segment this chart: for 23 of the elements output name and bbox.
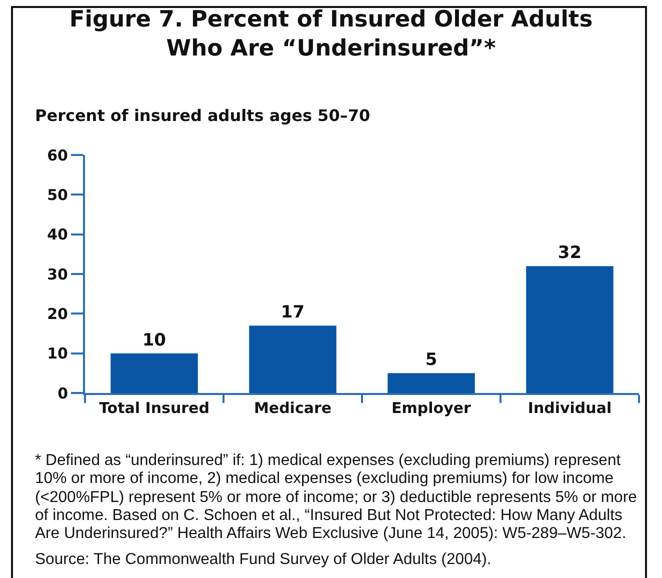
x-tick-label: Individual [528, 399, 612, 417]
y-axis-title: Percent of insured adults ages 50–70 [35, 106, 370, 125]
bar [526, 266, 614, 393]
source-note: Source: The Commonwealth Fund Survey of Older Adults (2004). [35, 551, 492, 570]
data-label: 10 [142, 330, 166, 350]
y-tick-label: 20 [47, 304, 68, 323]
y-tick-label: 50 [47, 186, 68, 204]
y-tick-label: 40 [47, 226, 68, 244]
data-label: 32 [558, 243, 582, 264]
y-tick-label: 30 [47, 265, 68, 284]
bar [388, 373, 475, 393]
text: * Defined as “underinsured” if: 1) medical expenses (excluding premiums) represent 10% or more of income, 2) medical expenses (excluding premiums) for low income (<200%FPL) represent 5% or more of income; or 3) deductible represents 5% or more of income. Based on C. Schoen et al., “Insured But Not Protected: How Many Adults Are Underinsured?” Health Affairs Web Exclusive (June 14, 2005): W5-289–W5-302. [35, 452, 638, 544]
x-tick-label: Total Insured [99, 399, 210, 417]
x-tick-label: Employer [392, 399, 472, 417]
bar [110, 353, 198, 393]
data-label: 17 [280, 302, 305, 323]
data-label: 5 [425, 350, 438, 370]
y-tick-label: 60 [47, 146, 68, 164]
y-tick-label: 0 [58, 384, 68, 402]
bar [249, 326, 336, 393]
x-tick-label: Medicare [254, 399, 332, 417]
chart-title: Figure 7. Percent of Insured Older Adults Who Are “Underinsured”* [69, 6, 593, 62]
y-tick-label: 10 [47, 344, 68, 363]
